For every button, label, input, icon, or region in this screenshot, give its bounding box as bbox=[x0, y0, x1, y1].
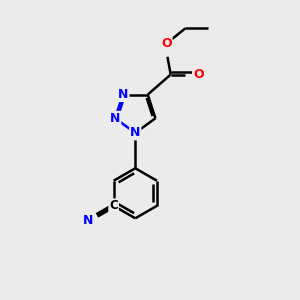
Text: C: C bbox=[109, 199, 118, 212]
Text: O: O bbox=[193, 68, 204, 81]
Text: N: N bbox=[118, 88, 128, 101]
Text: N: N bbox=[130, 126, 140, 140]
Text: N: N bbox=[83, 214, 93, 227]
Text: N: N bbox=[110, 112, 120, 125]
Text: O: O bbox=[161, 37, 172, 50]
